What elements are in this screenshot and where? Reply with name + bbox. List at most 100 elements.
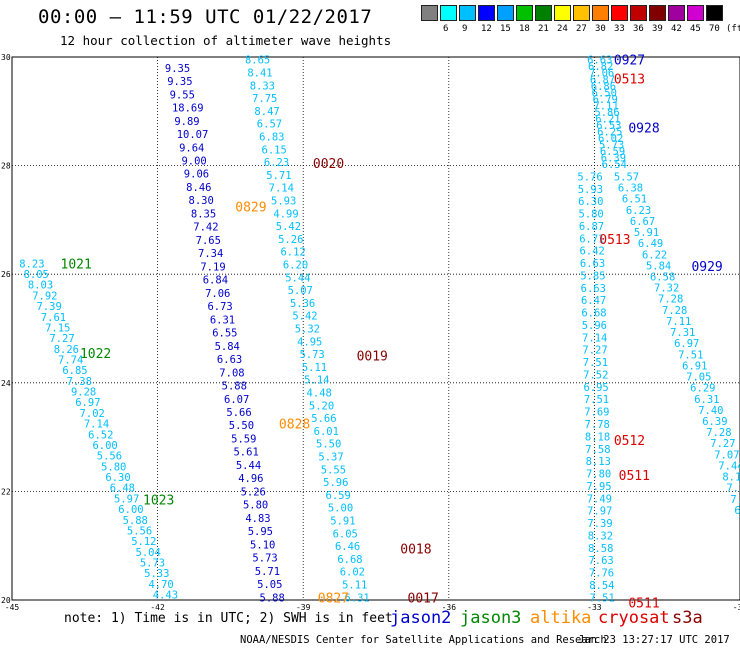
wave-height-point: 9.00 <box>181 156 206 168</box>
wave-height-point: 6.30 <box>578 196 603 208</box>
wave-height-point: 5.88 <box>260 592 285 604</box>
wave-height-point: 7.28 <box>658 294 683 306</box>
color-scale-label: 12 <box>481 24 492 34</box>
wave-height-point: 7.06 <box>589 68 614 80</box>
wave-height-point: 6.47 <box>581 295 606 307</box>
wave-height-point: 5.50 <box>316 439 341 451</box>
y-tick-label: 26 <box>1 270 11 279</box>
color-scale-label: 42 <box>671 24 682 34</box>
wave-height-point: 5.66 <box>311 413 336 425</box>
wave-height-point: 6.49 <box>638 238 663 250</box>
x-tick-label: -42 <box>150 603 165 612</box>
wave-height-point: 5.56 <box>127 525 152 537</box>
wave-height-point: 6.91 <box>734 505 740 517</box>
wave-height-point: 7.49 <box>587 493 612 505</box>
wave-height-point: 7.63 <box>588 555 613 567</box>
wave-height-point: 6.91 <box>682 360 707 372</box>
wave-height-point: 7.42 <box>193 222 218 234</box>
wave-height-point: 6.50 <box>592 87 617 99</box>
y-tick-label: 22 <box>1 487 11 496</box>
satellite-altika: altika <box>530 608 592 628</box>
wave-height-point: 6.51 <box>622 194 647 206</box>
wave-height-point: 6.25 <box>597 126 622 138</box>
color-swatch <box>516 5 533 21</box>
wave-height-point: 8.65 <box>245 55 270 67</box>
wave-height-point: 5.57 <box>614 171 639 183</box>
wave-height-point: 5.59 <box>231 433 256 445</box>
wave-height-point: 5.20 <box>309 400 334 412</box>
wave-height-point: 7.31 <box>670 327 695 339</box>
wave-height-point: 8.47 <box>254 106 279 118</box>
wave-height-point: 7.75 <box>252 93 277 105</box>
wave-height-point: 4.70 <box>148 579 173 591</box>
wave-height-point: 5.50 <box>229 420 254 432</box>
wave-height-point: 5.61 <box>233 447 258 459</box>
wave-height-point: 8.13 <box>586 456 611 468</box>
color-scale-label: 36 <box>633 24 644 34</box>
wave-height-point: 6.85 <box>62 365 87 377</box>
wave-height-point: 6.21 <box>595 113 620 125</box>
satellite-jason2: jason2 <box>390 608 452 628</box>
pass-time-label: 1022 <box>80 347 111 362</box>
wave-height-point: 6.68 <box>581 308 606 320</box>
wave-height-point: 7.27 <box>710 438 735 450</box>
wave-height-point: 7.61 <box>41 312 66 324</box>
wave-height-point: 6.01 <box>314 426 339 438</box>
y-tick-label: 20 <box>1 596 11 605</box>
wave-height-point: 6.30 <box>105 472 130 484</box>
wave-height-point: 5.32 <box>295 324 320 336</box>
wave-height-point: 5.84 <box>646 260 671 272</box>
wave-height-point: 6.29 <box>690 383 715 395</box>
wave-height-point: 8.23 <box>19 258 44 270</box>
wave-height-point: 5.42 <box>276 221 301 233</box>
color-swatch <box>421 5 438 21</box>
wave-height-point: 6.20 <box>283 260 308 272</box>
wave-height-point: 7.69 <box>584 407 609 419</box>
color-swatch <box>573 5 590 21</box>
pass-time-label: 0511 <box>619 469 650 484</box>
wave-height-point: 9.06 <box>184 169 209 181</box>
color-scale-label: 70 <box>709 24 720 34</box>
wave-height-point: 8.32 <box>588 530 613 542</box>
wave-height-point: 7.27 <box>582 345 607 357</box>
timestamp-text: Jan 23 13:27:17 UTC 2017 <box>578 634 730 646</box>
wave-height-point: 6.83 <box>259 132 284 144</box>
wave-height-point: 5.88 <box>222 381 247 393</box>
wave-height-point: 6.53 <box>596 120 621 132</box>
wave-height-point: 9.28 <box>71 387 96 399</box>
wave-height-point: 5.73 <box>252 553 277 565</box>
wave-height-point: 6.38 <box>618 183 643 195</box>
wave-height-point: 7.15 <box>45 322 70 334</box>
pass-time-label: 0929 <box>691 260 722 275</box>
color-scale-label: 6 <box>443 24 449 34</box>
wave-height-point: 6.55 <box>212 328 237 340</box>
wave-height-point: 7.06 <box>205 288 230 300</box>
wave-height-point: 6.05 <box>333 528 358 540</box>
wave-height-point: 5.73 <box>599 139 624 151</box>
wave-height-point: 5.10 <box>250 539 275 551</box>
wave-height-point: 4.96 <box>238 473 263 485</box>
wave-height-point: 5.33 <box>144 568 169 580</box>
wave-height-point: 6.87 <box>579 221 604 233</box>
wave-height-point: 7.32 <box>654 283 679 295</box>
color-swatch <box>592 5 609 21</box>
wave-height-point: 7.80 <box>586 469 611 481</box>
wave-height-point: 6.31 <box>210 314 235 326</box>
wave-height-point: 7.76 <box>589 568 614 580</box>
wave-height-point: 7.74 <box>58 355 83 367</box>
color-scale-label: 30 <box>595 24 606 34</box>
wave-height-point: 4.43 <box>153 590 178 602</box>
wave-height-point: 5.04 <box>136 547 161 559</box>
wave-height-point: 7.34 <box>198 248 223 260</box>
wave-height-point: 5.80 <box>243 500 268 512</box>
wave-height-point: 6.39 <box>601 152 626 164</box>
wave-height-point: 7.44 <box>718 460 740 472</box>
pass-time-label: 0019 <box>357 350 388 365</box>
color-swatch <box>440 5 457 21</box>
pass-time-label: 0020 <box>313 157 344 172</box>
y-tick-label: 28 <box>1 162 11 171</box>
wave-height-point: 5.88 <box>123 515 148 527</box>
wave-height-point: 9.64 <box>179 142 204 154</box>
wave-height-point: 6.68 <box>337 554 362 566</box>
wave-height-point: 8.41 <box>247 68 272 80</box>
